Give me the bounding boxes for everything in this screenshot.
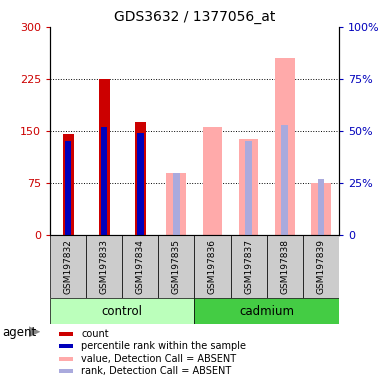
Bar	[245, 141, 252, 235]
Bar	[158, 235, 194, 298]
Bar	[275, 58, 295, 235]
Bar	[266, 235, 303, 298]
Bar	[281, 125, 288, 235]
Bar	[135, 122, 146, 235]
Bar	[318, 179, 324, 235]
Bar	[137, 133, 144, 235]
Text: count: count	[81, 329, 109, 339]
Text: GSM197839: GSM197839	[316, 239, 325, 294]
Bar	[311, 183, 331, 235]
Bar	[86, 235, 122, 298]
Text: GSM197835: GSM197835	[172, 239, 181, 294]
Text: cadmium: cadmium	[239, 305, 294, 318]
Text: GSM197837: GSM197837	[244, 239, 253, 294]
Text: GSM197832: GSM197832	[64, 239, 73, 294]
Bar	[231, 235, 266, 298]
Bar	[50, 235, 86, 298]
Text: GSM197833: GSM197833	[100, 239, 109, 294]
Bar	[59, 356, 72, 361]
Text: control: control	[102, 305, 143, 318]
Bar	[122, 235, 158, 298]
Bar	[50, 298, 194, 324]
Text: GSM197838: GSM197838	[280, 239, 289, 294]
Bar	[59, 344, 72, 348]
Text: GSM197836: GSM197836	[208, 239, 217, 294]
Polygon shape	[29, 326, 40, 337]
Title: GDS3632 / 1377056_at: GDS3632 / 1377056_at	[114, 10, 275, 25]
Bar	[63, 134, 74, 235]
Text: percentile rank within the sample: percentile rank within the sample	[81, 341, 246, 351]
Text: agent: agent	[2, 326, 36, 339]
Bar	[166, 172, 186, 235]
Text: GSM197834: GSM197834	[136, 239, 145, 294]
Bar	[59, 369, 72, 373]
Bar	[65, 141, 71, 235]
Bar	[239, 139, 258, 235]
Bar	[59, 331, 72, 336]
Bar	[194, 298, 339, 324]
Text: rank, Detection Call = ABSENT: rank, Detection Call = ABSENT	[81, 366, 231, 376]
Bar	[173, 172, 180, 235]
Bar	[194, 235, 231, 298]
Bar	[99, 79, 110, 235]
Bar	[203, 127, 223, 235]
Text: value, Detection Call = ABSENT: value, Detection Call = ABSENT	[81, 354, 236, 364]
Bar	[303, 235, 339, 298]
Bar	[101, 127, 107, 235]
